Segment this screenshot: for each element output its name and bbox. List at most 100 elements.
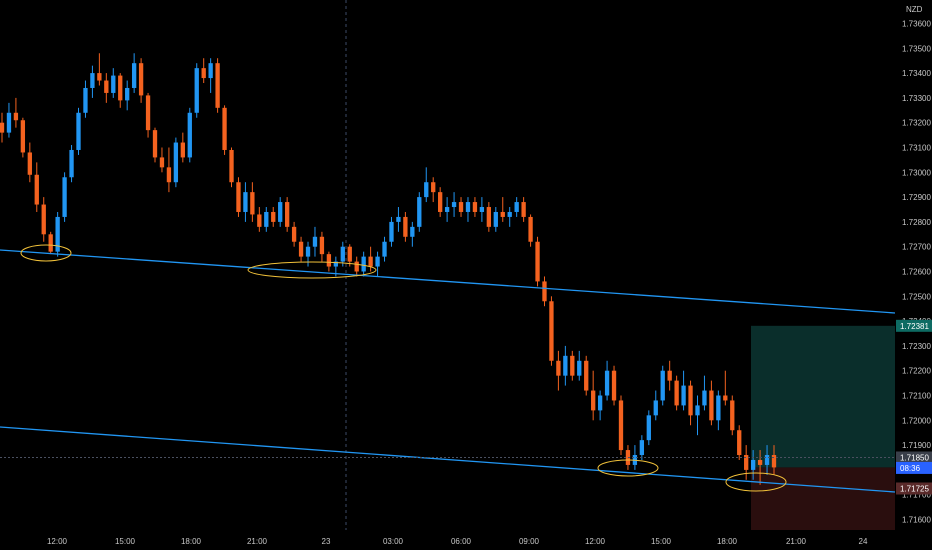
- candle-body: [347, 246, 352, 262]
- time-tick-label: 24: [859, 537, 868, 546]
- stop-zone[interactable]: [751, 467, 895, 530]
- candle-body: [730, 400, 735, 431]
- candle-body: [250, 192, 255, 215]
- candle: [326, 251, 332, 272]
- candle: [660, 365, 665, 406]
- candle-body: [584, 360, 589, 391]
- candle-body: [465, 202, 471, 212]
- candle: [222, 105, 227, 155]
- candle-body: [194, 68, 199, 113]
- price-tag-label: 08:36: [900, 464, 921, 473]
- candle: [354, 256, 359, 277]
- candle: [215, 58, 220, 113]
- candle-body: [271, 211, 276, 222]
- candle-body: [542, 281, 547, 302]
- candle-body: [403, 216, 408, 237]
- candle: [577, 350, 582, 381]
- time-tick-label: 12:00: [585, 537, 606, 546]
- candle-body: [97, 73, 102, 81]
- candle: [681, 370, 686, 411]
- candle-body: [201, 68, 206, 79]
- candle: [271, 207, 276, 227]
- candle-body: [298, 241, 304, 257]
- price-tick-label: 1.72100: [902, 392, 931, 401]
- candle: [570, 350, 575, 381]
- candle: [493, 207, 498, 232]
- price-tick-label: 1.72600: [902, 268, 931, 277]
- candle: [375, 251, 380, 277]
- candle-body: [521, 202, 526, 217]
- candle-body: [375, 256, 380, 267]
- candle-body: [305, 246, 311, 257]
- candle-body: [20, 120, 26, 153]
- candle: [410, 221, 415, 247]
- candle-body: [570, 355, 575, 376]
- candle-body: [69, 149, 74, 178]
- time-tick-label: 03:00: [383, 537, 404, 546]
- candle: [431, 177, 436, 203]
- candle-body: [312, 236, 318, 247]
- candle-body: [41, 204, 46, 235]
- candle: [145, 92, 151, 138]
- candle-body: [625, 450, 631, 465]
- candle: [396, 207, 401, 232]
- price-axis[interactable]: 1.73600 1.73500 1.73400 1.73300 1.73200 1.731…: [902, 20, 931, 525]
- candle-body: [284, 202, 290, 227]
- price-tag-label: 1.72381: [900, 322, 929, 331]
- candle-body: [604, 370, 610, 396]
- candle: [76, 107, 81, 155]
- candle: [639, 435, 645, 460]
- target-zone[interactable]: [751, 325, 895, 468]
- highlights-layer: [20, 244, 787, 492]
- candle-body: [118, 75, 123, 101]
- candle-body: [104, 80, 109, 93]
- candle-body: [716, 395, 721, 421]
- candle: [458, 197, 464, 217]
- candle: [716, 390, 721, 431]
- candle: [159, 147, 165, 173]
- candle: [27, 142, 32, 183]
- candle-body: [138, 63, 144, 96]
- candle-body: [180, 142, 185, 158]
- candle-body: [695, 405, 700, 416]
- candle: [152, 127, 158, 163]
- candle: [611, 365, 617, 406]
- candle: [737, 425, 742, 460]
- candle: [180, 132, 185, 163]
- candle-body: [563, 355, 568, 376]
- candle: [556, 350, 561, 391]
- time-tick-label: 06:00: [451, 537, 472, 546]
- candle-body: [55, 216, 60, 252]
- candle: [340, 241, 345, 267]
- upper-trendline[interactable]: [0, 249, 896, 314]
- candle-body: [514, 202, 519, 212]
- price-tick-label: 1.72800: [902, 218, 931, 227]
- price-tick-label: 1.73000: [902, 168, 931, 177]
- price-tick-label: 1.72000: [902, 416, 931, 425]
- candle: [451, 192, 457, 217]
- candle: [41, 197, 46, 242]
- candle-body: [6, 112, 12, 133]
- candle: [97, 53, 102, 86]
- candle-body: [417, 197, 422, 227]
- time-axis[interactable]: 12:00 15:00 18:00 21:00 23 03:00 06:00 09:00 12:…: [47, 537, 868, 546]
- candle: [723, 370, 728, 406]
- candle: [653, 390, 658, 421]
- lower-trendline[interactable]: [0, 426, 896, 493]
- trendlines-layer[interactable]: [0, 249, 896, 493]
- price-tag: 08:36: [896, 461, 932, 474]
- candle-body: [83, 87, 88, 113]
- price-tick-label: 1.73500: [902, 44, 931, 53]
- candle-body: [744, 455, 749, 470]
- candle-body: [173, 142, 179, 183]
- candle: [347, 244, 352, 267]
- candle-body: [48, 234, 53, 252]
- candle: [514, 197, 519, 217]
- candle: [62, 172, 67, 222]
- candle: [55, 211, 60, 257]
- currency-badge: NZD: [906, 5, 923, 14]
- candle: [208, 58, 213, 93]
- candle: [674, 375, 679, 411]
